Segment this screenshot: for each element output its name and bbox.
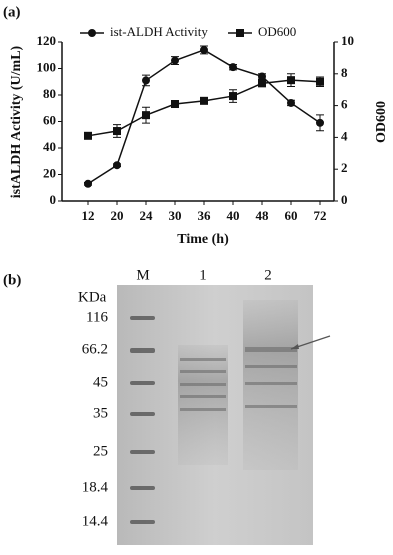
- data-point: [200, 45, 208, 54]
- data-point: [113, 161, 121, 170]
- data-point: [84, 179, 92, 188]
- data-point: [84, 131, 92, 140]
- y-tick-label: 0: [50, 192, 57, 207]
- legend-label: OD600: [258, 24, 296, 39]
- y2-tick-label: 8: [341, 65, 348, 80]
- x-tick-label: 60: [285, 208, 298, 223]
- gel-image: [117, 285, 331, 545]
- marker-label: 45: [93, 374, 108, 390]
- y-tick-label: 120: [37, 33, 57, 48]
- data-point: [287, 98, 295, 107]
- y-tick-label: 80: [43, 86, 56, 101]
- y-tick-label: 20: [43, 165, 56, 180]
- lane-label: M: [136, 267, 149, 283]
- panel-label: (b): [3, 272, 21, 288]
- x-tick-label: 36: [198, 208, 212, 223]
- y2-tick-label: 4: [341, 128, 348, 143]
- data-point: [229, 92, 237, 101]
- series-line: [87, 49, 321, 185]
- y-tick-label: 100: [37, 59, 57, 74]
- data-point: [287, 76, 295, 85]
- data-point: [142, 76, 150, 85]
- y2-axis-label: OD600: [374, 101, 389, 143]
- x-tick-label: 72: [314, 208, 327, 223]
- x-axis-label: Time (h): [177, 232, 229, 247]
- x-tick-label: 12: [82, 208, 95, 223]
- data-point: [316, 77, 324, 86]
- marker-label: 25: [93, 443, 108, 459]
- panel-label: (a): [3, 4, 21, 20]
- y2-tick-label: 10: [341, 33, 354, 48]
- data-point: [171, 100, 179, 109]
- x-tick-label: 20: [111, 208, 124, 223]
- y2-tick-label: 2: [341, 160, 348, 175]
- y-tick-label: 60: [43, 112, 56, 127]
- data-point: [316, 118, 324, 127]
- data-point: [200, 96, 208, 105]
- lane-label: 1: [199, 267, 207, 283]
- data-point: [113, 127, 121, 136]
- data-point: [229, 63, 237, 72]
- y-tick-label: 40: [43, 139, 56, 154]
- marker-label: 18.4: [82, 479, 109, 495]
- x-tick-label: 40: [227, 208, 240, 223]
- x-tick-label: 30: [169, 208, 182, 223]
- marker-label: 35: [93, 405, 108, 421]
- marker-label: 66.2: [82, 341, 108, 357]
- data-point: [258, 72, 266, 81]
- y2-tick-label: 0: [341, 192, 348, 207]
- x-tick-label: 48: [256, 208, 270, 223]
- legend-marker: [236, 29, 244, 37]
- lane-label: 2: [264, 267, 272, 283]
- y2-tick-label: 6: [341, 97, 348, 112]
- x-tick-label: 24: [140, 208, 154, 223]
- unit-label: KDa: [78, 289, 107, 305]
- data-point: [142, 111, 150, 120]
- series-line: [87, 79, 321, 137]
- legend-label: ist-ALDH Activity: [110, 24, 208, 39]
- legend-marker: [88, 29, 96, 37]
- marker-label: 116: [86, 309, 108, 325]
- data-point: [171, 56, 179, 65]
- data-point: [258, 79, 266, 88]
- marker-label: 14.4: [82, 513, 109, 529]
- y-axis-label: istALDH Activity (U/mL): [9, 45, 24, 198]
